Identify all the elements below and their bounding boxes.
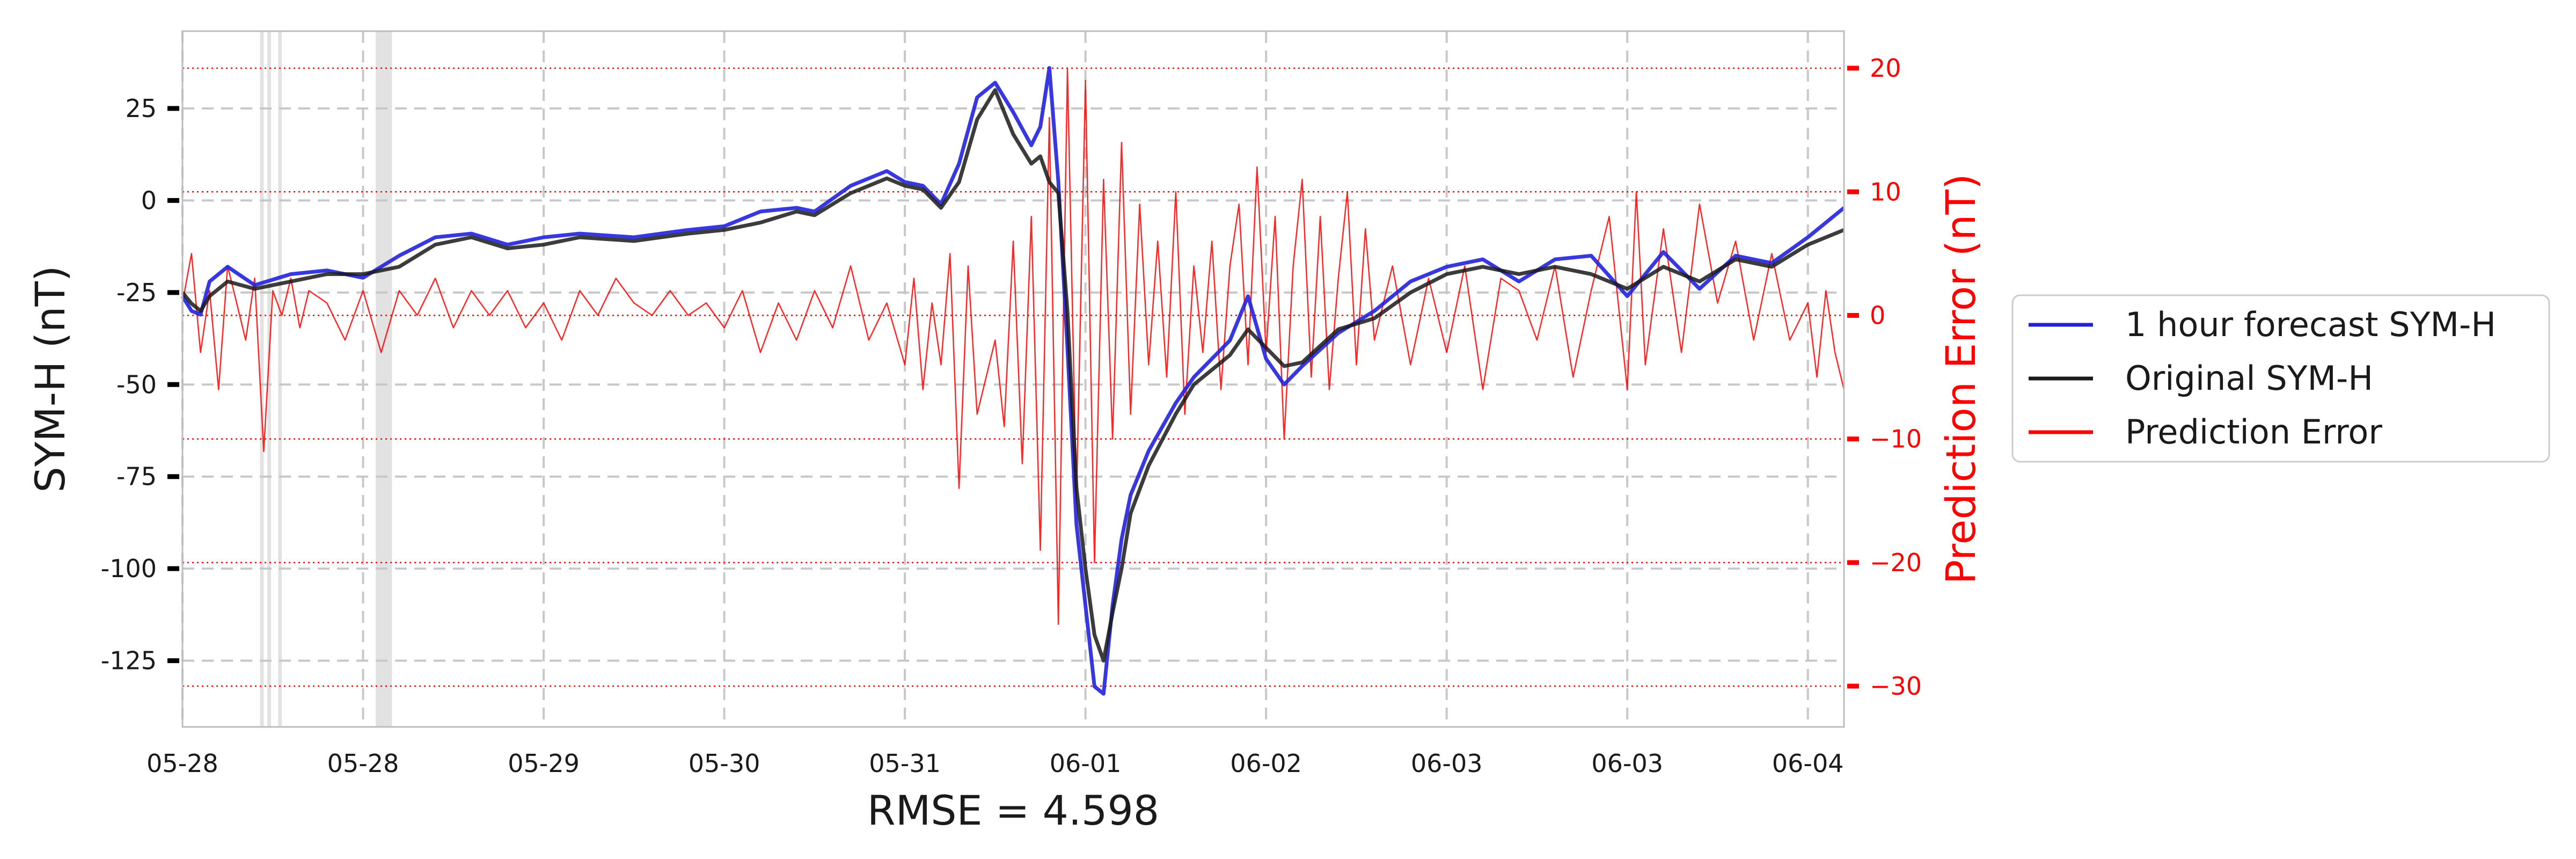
shaded-region-3 [376,31,392,727]
tick-label-x-2: 05-29 [508,749,580,778]
tick-label-x-1: 05-28 [327,749,399,778]
shaded-regions [260,31,392,727]
tick-label-x-5: 06-01 [1050,749,1122,778]
tick-label-right-0: 20 [1870,54,1901,83]
tick-label-x-7: 06-03 [1411,749,1483,778]
series-original-symh [181,88,1845,663]
tick-label-x-6: 06-02 [1230,749,1302,778]
legend-entry-forecast: 1 hour forecast SYM-H [2125,305,2496,344]
tick-label-right-1: 10 [1870,177,1901,206]
legend-box [2011,294,2550,463]
tick-label-left-2: -25 [116,278,157,307]
tick-label-x-4: 05-31 [869,749,941,778]
tick-label-x-0: 05-28 [147,749,218,778]
legend-entry-error: Prediction Error [2125,412,2382,452]
axis-ticks: 25 0 -25 -50 -75 -100 -125 20 10 0 −10 −20 −30 05-28 0… [101,54,1922,778]
series-prediction-error [181,67,1845,625]
x-axis-label: RMSE = 4.598 [867,787,1159,834]
shaded-region-0 [260,31,264,727]
shaded-region-1 [267,31,271,727]
y-axis-label-right: Prediction Error (nT) [1937,173,1985,584]
tick-label-left-3: -50 [116,370,157,399]
data-lines [181,66,1846,696]
grid-lines [181,31,1844,727]
tick-label-left-1: 0 [141,186,157,215]
y-axis-label-left: SYM-H (nT) [26,266,74,493]
series-forecast-symh [181,66,1846,696]
legend-entry-original: Original SYM-H [2125,359,2373,398]
tick-label-right-2: 0 [1870,301,1885,330]
tick-label-right-4: −20 [1870,548,1922,577]
tick-label-right-3: −10 [1870,425,1922,454]
tick-label-x-8: 06-03 [1591,749,1663,778]
tick-label-left-4: -75 [116,462,157,491]
plot-frame [181,30,1845,728]
tick-label-right-5: −30 [1870,672,1922,701]
tick-label-left-0: 25 [125,94,157,123]
tick-label-left-5: -100 [101,554,157,583]
tick-label-x-9: 06-04 [1772,749,1844,778]
tick-label-x-3: 05-30 [689,749,760,778]
shaded-region-2 [278,31,282,727]
tick-label-left-6: -125 [101,646,157,675]
legend: 1 hour forecast SYM-H Original SYM-H Pre… [2011,294,2550,463]
